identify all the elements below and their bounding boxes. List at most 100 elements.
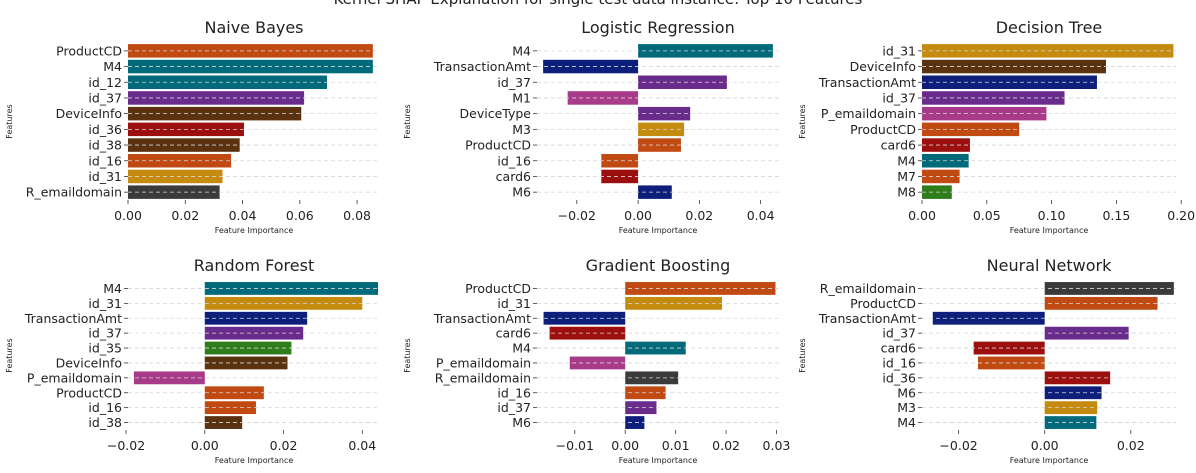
y-tick-label: M4 — [512, 341, 531, 356]
y-tick-label: ProductCD — [465, 281, 531, 296]
x-tick-label: 0.04 — [747, 208, 775, 223]
bar — [543, 311, 626, 325]
y-axis-label: Features — [798, 338, 807, 372]
y-axis-label: Features — [5, 104, 14, 138]
subplot-title: Neural Network — [987, 256, 1112, 275]
x-tick-label: −0.01 — [556, 438, 594, 453]
bar — [922, 169, 960, 184]
subplot-naive-bayes: Naive Bayes ProductCDM4id_12id_37DeviceIn… — [5, 18, 380, 235]
y-tick-label: M8 — [897, 185, 916, 200]
x-tick-label: 0.00 — [191, 438, 219, 453]
x-tick-label: 0.02 — [1117, 438, 1145, 453]
y-tick-label: card6 — [881, 138, 916, 153]
subplot-title: Naive Bayes — [204, 18, 303, 37]
y-tick-label: M4 — [897, 415, 916, 430]
x-tick-label: 0.08 — [343, 208, 371, 223]
y-tick-label: id_38 — [88, 415, 122, 430]
bar — [977, 356, 1045, 370]
y-tick-label: card6 — [496, 326, 531, 341]
bar — [128, 169, 223, 184]
y-tick-label: R_emaildomain — [435, 370, 531, 385]
y-tick-label: M6 — [512, 415, 531, 430]
y-tick-label: id_31 — [88, 169, 122, 184]
y-tick-label: TransactionAmt — [818, 311, 916, 326]
y-tick-label: id_37 — [88, 326, 122, 341]
bar — [625, 401, 657, 415]
y-tick-label: id_16 — [497, 385, 531, 400]
subplot-title: Decision Tree — [996, 18, 1103, 37]
subplot-gradient-boosting: Gradient Boosting ProductCDid_31Transacti… — [403, 256, 790, 465]
y-tick-label: M3 — [512, 122, 531, 137]
subplot-neural-network: Neural Network R_emaildomainProductCDTran… — [798, 256, 1176, 465]
x-tick-label: 0.00 — [624, 208, 652, 223]
y-tick-label: DeviceType — [460, 106, 532, 121]
y-tick-label: id_36 — [88, 122, 122, 137]
x-tick-label: 0.06 — [286, 208, 314, 223]
x-tick-label: 0.02 — [685, 208, 713, 223]
y-tick-label: card6 — [496, 169, 531, 184]
y-tick-label: TransactionAmt — [24, 311, 122, 326]
y-tick-label: id_16 — [497, 153, 531, 168]
subplot-random-forest: Random Forest M4id_31TransactionAmtid_37i… — [5, 256, 380, 465]
y-tick-label: ProductCD — [465, 138, 531, 153]
y-tick-label: P_emaildomain — [27, 370, 122, 385]
x-axis-label: Feature Importance — [1010, 456, 1089, 465]
bar — [922, 122, 1020, 137]
y-tick-label: M4 — [512, 43, 531, 58]
bar — [569, 356, 626, 370]
figure-suptitle: Kernel SHAP Explanation for single test … — [0, 0, 1196, 8]
bar — [204, 416, 243, 429]
subplot-title: Gradient Boosting — [586, 256, 731, 275]
bar — [1044, 296, 1158, 310]
y-tick-label: ProductCD — [850, 296, 916, 311]
y-tick-label: id_16 — [88, 153, 122, 168]
x-axis-label: Feature Importance — [215, 456, 294, 465]
subplot-decision-tree: Decision Tree id_31DeviceInfoTransactionA… — [798, 18, 1195, 235]
bar — [133, 371, 205, 385]
y-tick-label: ProductCD — [56, 385, 122, 400]
x-tick-label: −0.02 — [558, 208, 596, 223]
y-tick-label: M7 — [897, 169, 916, 184]
bar — [922, 106, 1047, 121]
y-tick-label: M1 — [512, 90, 531, 105]
y-tick-label: id_31 — [88, 296, 122, 311]
x-tick-label: −0.02 — [107, 438, 145, 453]
x-tick-label: 0.02 — [171, 208, 199, 223]
bar — [1044, 282, 1174, 295]
y-tick-label: M3 — [897, 400, 916, 415]
y-tick-label: id_12 — [88, 75, 122, 90]
x-tick-label: −0.02 — [939, 438, 977, 453]
y-tick-label: TransactionAmt — [433, 59, 531, 74]
y-tick-label: DeviceInfo — [56, 106, 122, 121]
x-tick-label: 0.00 — [908, 208, 936, 223]
y-tick-label: id_16 — [882, 355, 916, 370]
bar — [601, 169, 639, 184]
x-tick-label: 0.15 — [1102, 208, 1130, 223]
y-tick-label: card6 — [881, 341, 916, 356]
subplot-logistic-regression: Logistic Regression M4TransactionAmtid_37… — [403, 18, 779, 235]
y-tick-label: TransactionAmt — [433, 311, 531, 326]
y-tick-label: id_31 — [882, 43, 916, 58]
y-tick-label: ProductCD — [850, 122, 916, 137]
y-tick-label: DeviceInfo — [56, 355, 122, 370]
bar — [128, 138, 240, 152]
bar — [638, 75, 727, 90]
x-tick-label: 0.05 — [973, 208, 1001, 223]
y-tick-label: id_37 — [497, 75, 531, 90]
y-tick-label: id_38 — [88, 138, 122, 153]
bar — [625, 416, 645, 429]
bar — [204, 356, 288, 370]
bar — [204, 401, 256, 415]
y-tick-label: M4 — [103, 59, 122, 74]
y-tick-label: R_emaildomain — [820, 281, 916, 296]
x-axis-label: Feature Importance — [215, 226, 294, 235]
y-tick-label: M4 — [897, 153, 916, 168]
y-tick-label: id_37 — [882, 90, 916, 105]
y-axis-label: Features — [5, 338, 14, 372]
x-tick-label: 0.02 — [712, 438, 740, 453]
x-tick-label: 0.00 — [1031, 438, 1059, 453]
x-tick-label: 0.04 — [229, 208, 257, 223]
y-tick-label: id_37 — [88, 90, 122, 105]
bar — [638, 122, 685, 137]
x-tick-label: 0.20 — [1167, 208, 1195, 223]
